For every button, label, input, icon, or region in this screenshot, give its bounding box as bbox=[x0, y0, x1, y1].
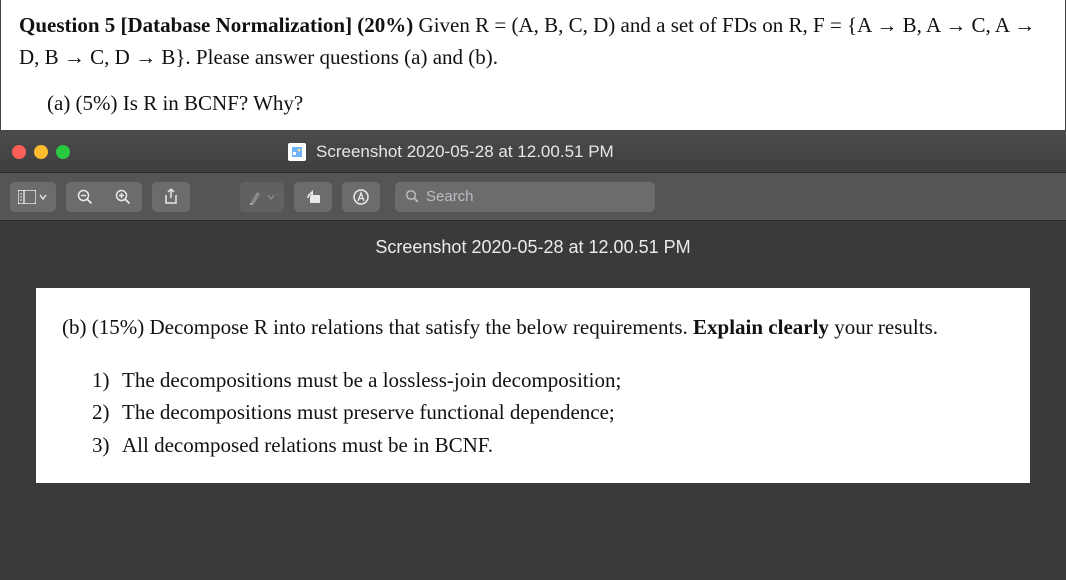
zoom-in-button[interactable] bbox=[104, 182, 142, 212]
minimize-button[interactable] bbox=[34, 145, 48, 159]
share-button[interactable] bbox=[152, 182, 190, 212]
titlebar: Screenshot 2020-05-28 at 12.00.51 PM bbox=[0, 131, 1066, 173]
traffic-lights bbox=[12, 145, 70, 159]
list-item: 2)The decompositions must preserve funct… bbox=[92, 396, 1004, 429]
content-area: Screenshot 2020-05-28 at 12.00.51 PM (b)… bbox=[0, 221, 1066, 503]
list-num: 1) bbox=[92, 364, 122, 397]
question-b-panel: (b) (15%) Decompose R into relations tha… bbox=[36, 288, 1030, 483]
question-b-lead: (b) (15%) Decompose R into relations tha… bbox=[62, 312, 1004, 344]
content-title: Screenshot 2020-05-28 at 12.00.51 PM bbox=[0, 221, 1066, 288]
zoom-out-button[interactable] bbox=[66, 182, 104, 212]
question-b-list: 1)The decompositions must be a lossless-… bbox=[92, 364, 1004, 462]
list-text: The decompositions must be a lossless-jo… bbox=[122, 364, 621, 397]
question5-panel: Question 5 [Database Normalization] (20%… bbox=[0, 0, 1066, 131]
window-title: Screenshot 2020-05-28 at 12.00.51 PM bbox=[316, 142, 614, 162]
question5-text: Question 5 [Database Normalization] (20%… bbox=[19, 10, 1047, 73]
qb-lead-prefix: (b) (15%) Decompose R into relations tha… bbox=[62, 315, 693, 339]
question5-part-a: (a) (5%) Is R in BCNF? Why? bbox=[47, 91, 1047, 116]
list-text: All decomposed relations must be in BCNF… bbox=[122, 429, 493, 462]
file-icon bbox=[288, 143, 306, 161]
maximize-button[interactable] bbox=[56, 145, 70, 159]
search-field[interactable] bbox=[395, 182, 655, 212]
markup-button[interactable] bbox=[342, 182, 380, 212]
preview-window: Screenshot 2020-05-28 at 12.00.51 PM bbox=[0, 131, 1066, 503]
qb-lead-suffix: your results. bbox=[829, 315, 938, 339]
list-num: 3) bbox=[92, 429, 122, 462]
toolbar bbox=[0, 173, 1066, 221]
zoom-group bbox=[66, 182, 142, 212]
highlight-button[interactable] bbox=[240, 182, 284, 212]
search-input[interactable] bbox=[426, 188, 645, 205]
list-item: 3)All decomposed relations must be in BC… bbox=[92, 429, 1004, 462]
rotate-button[interactable] bbox=[294, 182, 332, 212]
question5-heading: Question 5 [Database Normalization] (20%… bbox=[19, 13, 413, 37]
qb-lead-bold: Explain clearly bbox=[693, 315, 829, 339]
list-item: 1)The decompositions must be a lossless-… bbox=[92, 364, 1004, 397]
list-num: 2) bbox=[92, 396, 122, 429]
search-icon bbox=[405, 189, 420, 204]
sidebar-toggle-button[interactable] bbox=[10, 182, 56, 212]
list-text: The decompositions must preserve functio… bbox=[122, 396, 615, 429]
close-button[interactable] bbox=[12, 145, 26, 159]
